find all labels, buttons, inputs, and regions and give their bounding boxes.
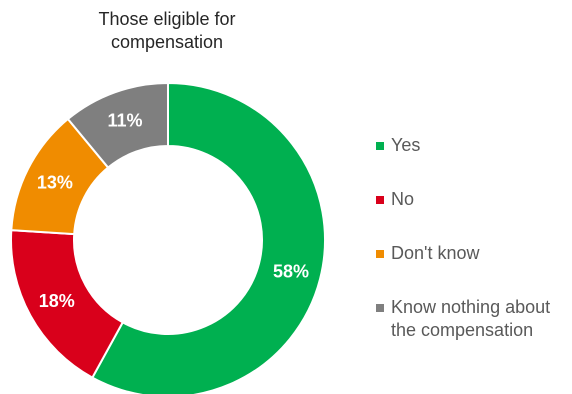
slice-know-nothing: [66, 81, 169, 169]
legend-swatch-dont-know: [376, 250, 384, 258]
data-label-dont-know: 13%: [37, 172, 73, 192]
legend-item-know-nothing: Know nothing about the compensation: [376, 296, 550, 342]
slice-yes: [91, 81, 326, 394]
chart-title-line-2: compensation: [110, 32, 224, 52]
legend-item-no: No: [376, 188, 414, 211]
data-label-know-nothing: 11%: [107, 111, 142, 131]
legend-label-yes-line-1: Yes: [391, 135, 421, 155]
legend-label-no: No: [391, 188, 414, 211]
legend-label-know-nothing-line-1: Know nothing about: [391, 297, 551, 317]
data-label-yes: 58%: [273, 262, 309, 282]
data-label-no: 18%: [39, 291, 75, 311]
legend-label-no-line-1: No: [391, 189, 415, 209]
legend-swatch-know-nothing: [376, 304, 384, 312]
legend-label-yes: Yes: [391, 134, 420, 157]
legend-swatch-no: [376, 196, 384, 204]
legend-item-dont-know: Don't know: [376, 242, 479, 265]
legend-label-know-nothing: Know nothing about the compensation: [391, 296, 550, 342]
legend-label-dont-know-line-1: Don't know: [391, 243, 480, 263]
chart-title: Those eligible for compensation: [52, 8, 282, 54]
legend-item-yes: Yes: [376, 134, 420, 157]
legend-label-know-nothing-line-2: the compensation: [391, 320, 534, 340]
legend-label-dont-know: Don't know: [391, 242, 479, 265]
legend-swatch-yes: [376, 142, 384, 150]
chart-title-line-1: Those eligible for: [98, 9, 236, 29]
